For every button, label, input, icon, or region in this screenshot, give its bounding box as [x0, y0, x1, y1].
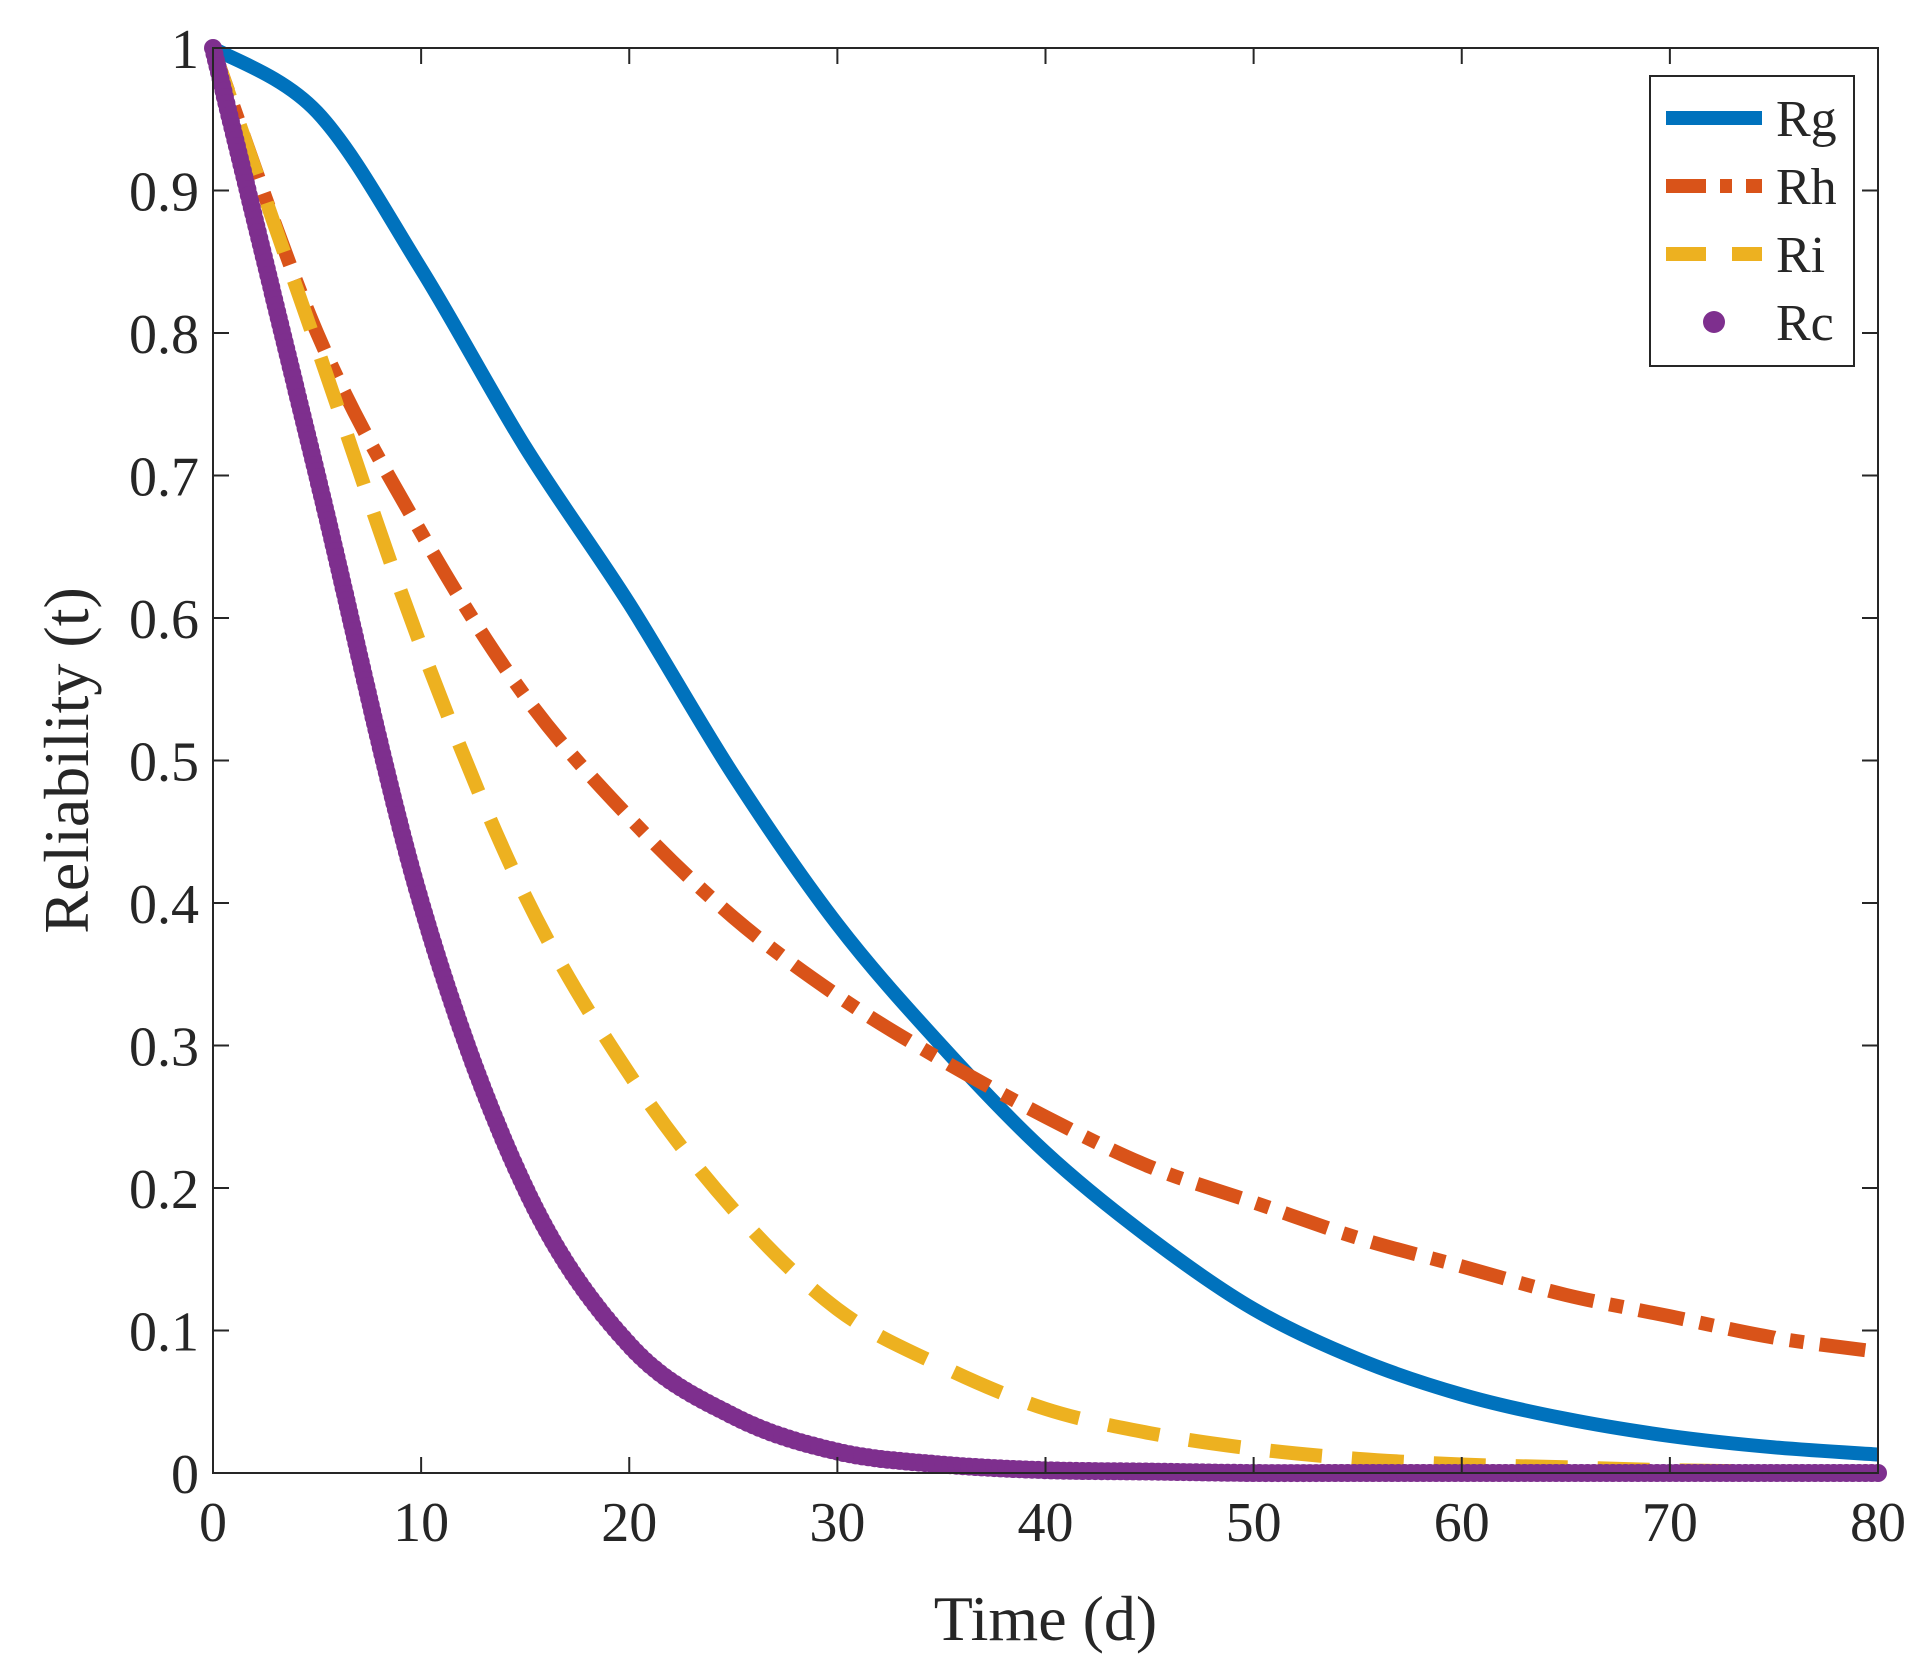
legend-label-rc: Rc: [1776, 295, 1834, 352]
y-axis-label: Reliability (t): [31, 587, 102, 934]
x-tick-label: 30: [809, 1492, 865, 1554]
x-tick-label: 40: [1018, 1492, 1074, 1554]
legend-swatch-rc: [1703, 311, 1725, 333]
x-tick-label: 10: [393, 1492, 449, 1554]
series-layer: [204, 39, 1887, 1483]
y-tick-label: 0.2: [129, 1159, 199, 1221]
legend-label-rg: Rg: [1776, 91, 1837, 148]
series-rc-markers: [204, 39, 1887, 1483]
x-axis-label: Time (d): [934, 1583, 1157, 1654]
x-tick-label: 80: [1850, 1492, 1906, 1554]
y-tick-label: 0.4: [129, 874, 199, 936]
y-tick-label: 0.7: [129, 447, 199, 509]
x-tick-label: 60: [1434, 1492, 1490, 1554]
x-tick-label: 50: [1226, 1492, 1282, 1554]
y-tick-label: 0.3: [129, 1017, 199, 1079]
legend-label-ri: Ri: [1776, 227, 1825, 284]
x-tick-label: 0: [199, 1492, 227, 1554]
tick-layer: 0 10 20 30 40 50 60 70 80 0 0.1 0.2 0.3 0.4 0.5 0.6 0.7 0…: [129, 19, 1906, 1554]
y-tick-label: 0.1: [129, 1302, 199, 1364]
y-tick-label: 0.9: [129, 162, 199, 224]
y-tick-label: 1: [171, 19, 199, 81]
legend-label-rh: Rh: [1776, 159, 1837, 216]
y-tick-label: 0.5: [129, 732, 199, 794]
series-rh-line: [206, 45, 1879, 1359]
legend: Rg Rh Ri Rc: [1649, 75, 1855, 367]
x-tick-label: 20: [601, 1492, 657, 1554]
x-tick-label: 70: [1642, 1492, 1698, 1554]
y-tick-label: 0: [171, 1444, 199, 1506]
y-tick-label: 0.6: [129, 589, 199, 651]
y-tick-label: 0.8: [129, 304, 199, 366]
